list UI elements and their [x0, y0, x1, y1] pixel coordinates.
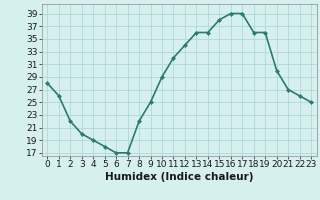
X-axis label: Humidex (Indice chaleur): Humidex (Indice chaleur) — [105, 172, 253, 182]
